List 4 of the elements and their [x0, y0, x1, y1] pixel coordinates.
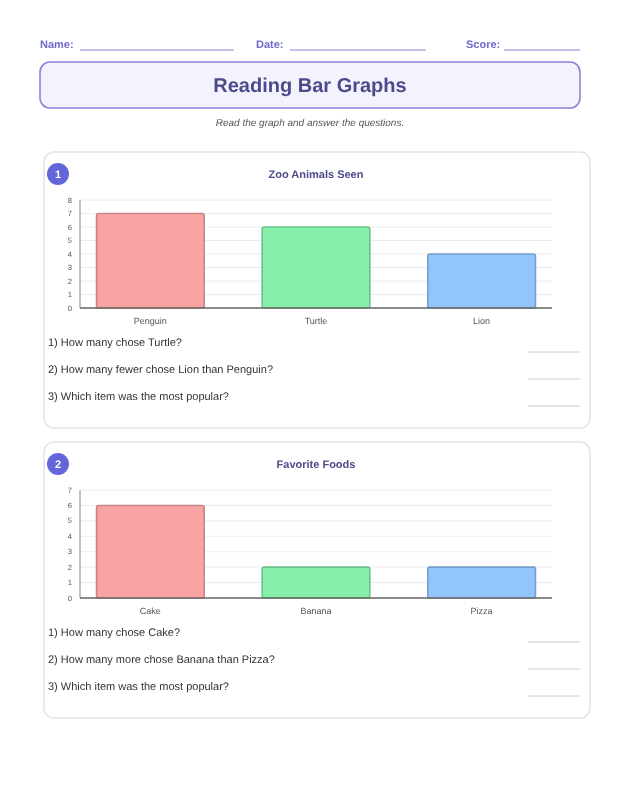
bar — [95, 212, 206, 309]
bar — [426, 253, 537, 309]
bar — [261, 226, 371, 309]
text: Reading Bar Graphs — [213, 76, 408, 98]
